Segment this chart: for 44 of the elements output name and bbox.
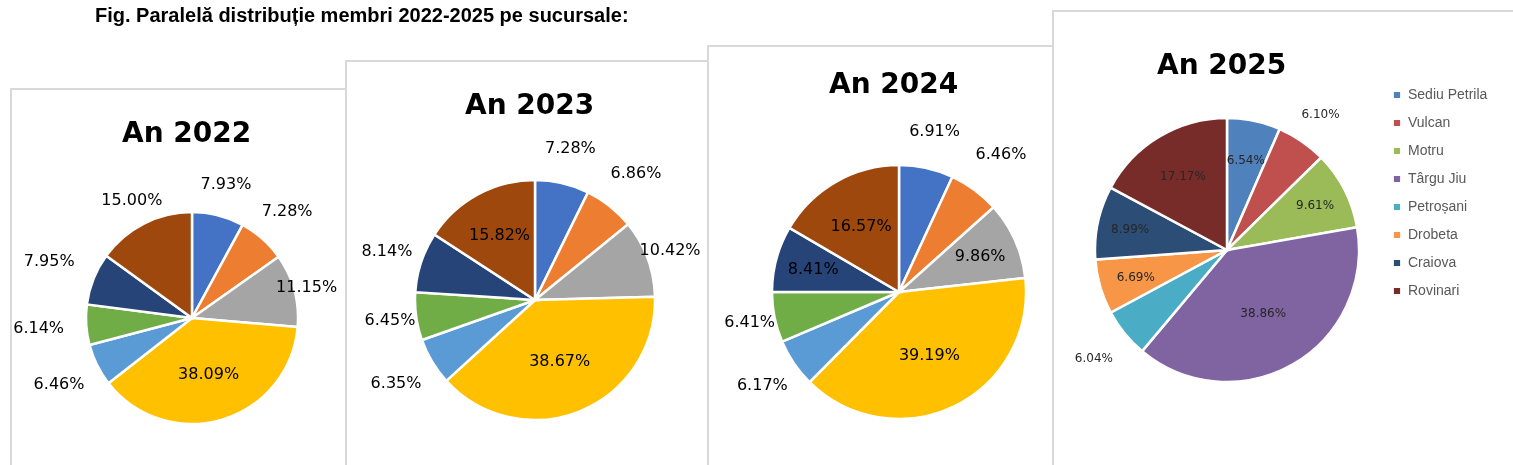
data-label: 8.41% xyxy=(787,258,839,278)
data-label: 9.86% xyxy=(954,245,1006,265)
data-label: 6.35% xyxy=(370,373,422,393)
data-label: 17.17% xyxy=(1160,169,1206,184)
data-label: 16.57% xyxy=(830,215,892,235)
data-label: 38.86% xyxy=(1240,305,1287,320)
legend-label: Târgu Jiu xyxy=(1408,170,1467,186)
data-label: 7.28% xyxy=(261,201,313,221)
data-label: 6.41% xyxy=(724,312,776,332)
data-label: 7.93% xyxy=(200,174,252,194)
data-label: 6.14% xyxy=(13,317,65,337)
data-label: 6.04% xyxy=(1074,351,1113,366)
chart-title: An 2025 xyxy=(1157,48,1287,81)
legend-label: Petroșani xyxy=(1408,198,1468,214)
data-label: 39.19% xyxy=(898,344,960,364)
data-label: 8.99% xyxy=(1111,222,1150,237)
legend-label: Motru xyxy=(1408,142,1444,158)
data-label: 10.42% xyxy=(639,239,701,259)
data-label: 6.17% xyxy=(736,374,788,394)
legend-label: Craiova xyxy=(1408,254,1457,270)
data-label: 38.09% xyxy=(178,363,240,383)
data-label: 6.10% xyxy=(1301,107,1340,122)
data-label: 6.91% xyxy=(909,120,960,140)
data-label: 11.15% xyxy=(276,276,338,296)
data-label: 6.46% xyxy=(33,373,85,393)
data-label: 15.82% xyxy=(469,224,531,244)
data-label: 9.61% xyxy=(1295,197,1335,212)
data-label: 6.46% xyxy=(975,144,1027,164)
data-label: 7.28% xyxy=(544,138,596,158)
data-label: 8.14% xyxy=(361,240,413,260)
data-label: 7.95% xyxy=(23,251,75,271)
data-label: 6.45% xyxy=(364,310,416,330)
data-label: 38.67% xyxy=(529,351,591,371)
chart-title: An 2022 xyxy=(122,116,252,149)
legend-label: Sediu Petrila xyxy=(1408,86,1488,102)
data-label: 15.00% xyxy=(101,189,163,209)
data-label: 6.86% xyxy=(610,163,662,183)
legend-label: Vulcan xyxy=(1408,114,1451,130)
data-label: 6.69% xyxy=(1116,269,1155,284)
chart-title: An 2024 xyxy=(829,67,959,100)
legend-label: Rovinari xyxy=(1408,282,1460,298)
text: Fig. Paralelă distribuție membri 2022-2025 pe sucursale: xyxy=(95,4,629,27)
legend-label: Drobeta xyxy=(1408,226,1459,242)
chart-title: An 2023 xyxy=(465,88,595,121)
